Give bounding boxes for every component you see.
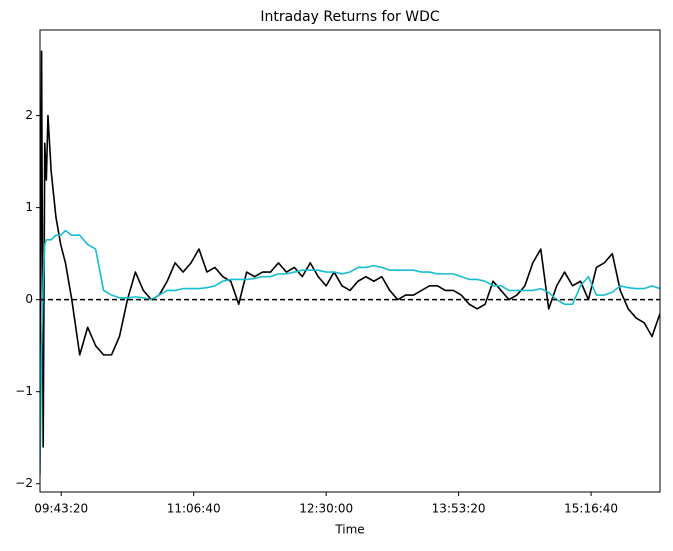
x-tick-label: 09:43:20 [34,502,88,516]
y-tick-label: 2 [25,108,33,122]
y-tick-label: 1 [25,200,33,214]
x-tick-label: 11:06:40 [167,502,221,516]
chart-title: Intraday Returns for WDC [260,9,440,25]
plot-frame [39,29,661,493]
y-tick-label: −1 [15,384,33,398]
x-tick-label: 12:30:00 [299,502,353,516]
series-line [40,229,660,475]
series-line [40,50,660,448]
y-tick-label: −2 [15,476,33,490]
y-tick-label: 0 [25,292,33,306]
x-tick-label: 13:53:20 [432,502,486,516]
x-axis-label: Time [334,523,364,537]
x-tick-label: 15:16:40 [564,502,618,516]
